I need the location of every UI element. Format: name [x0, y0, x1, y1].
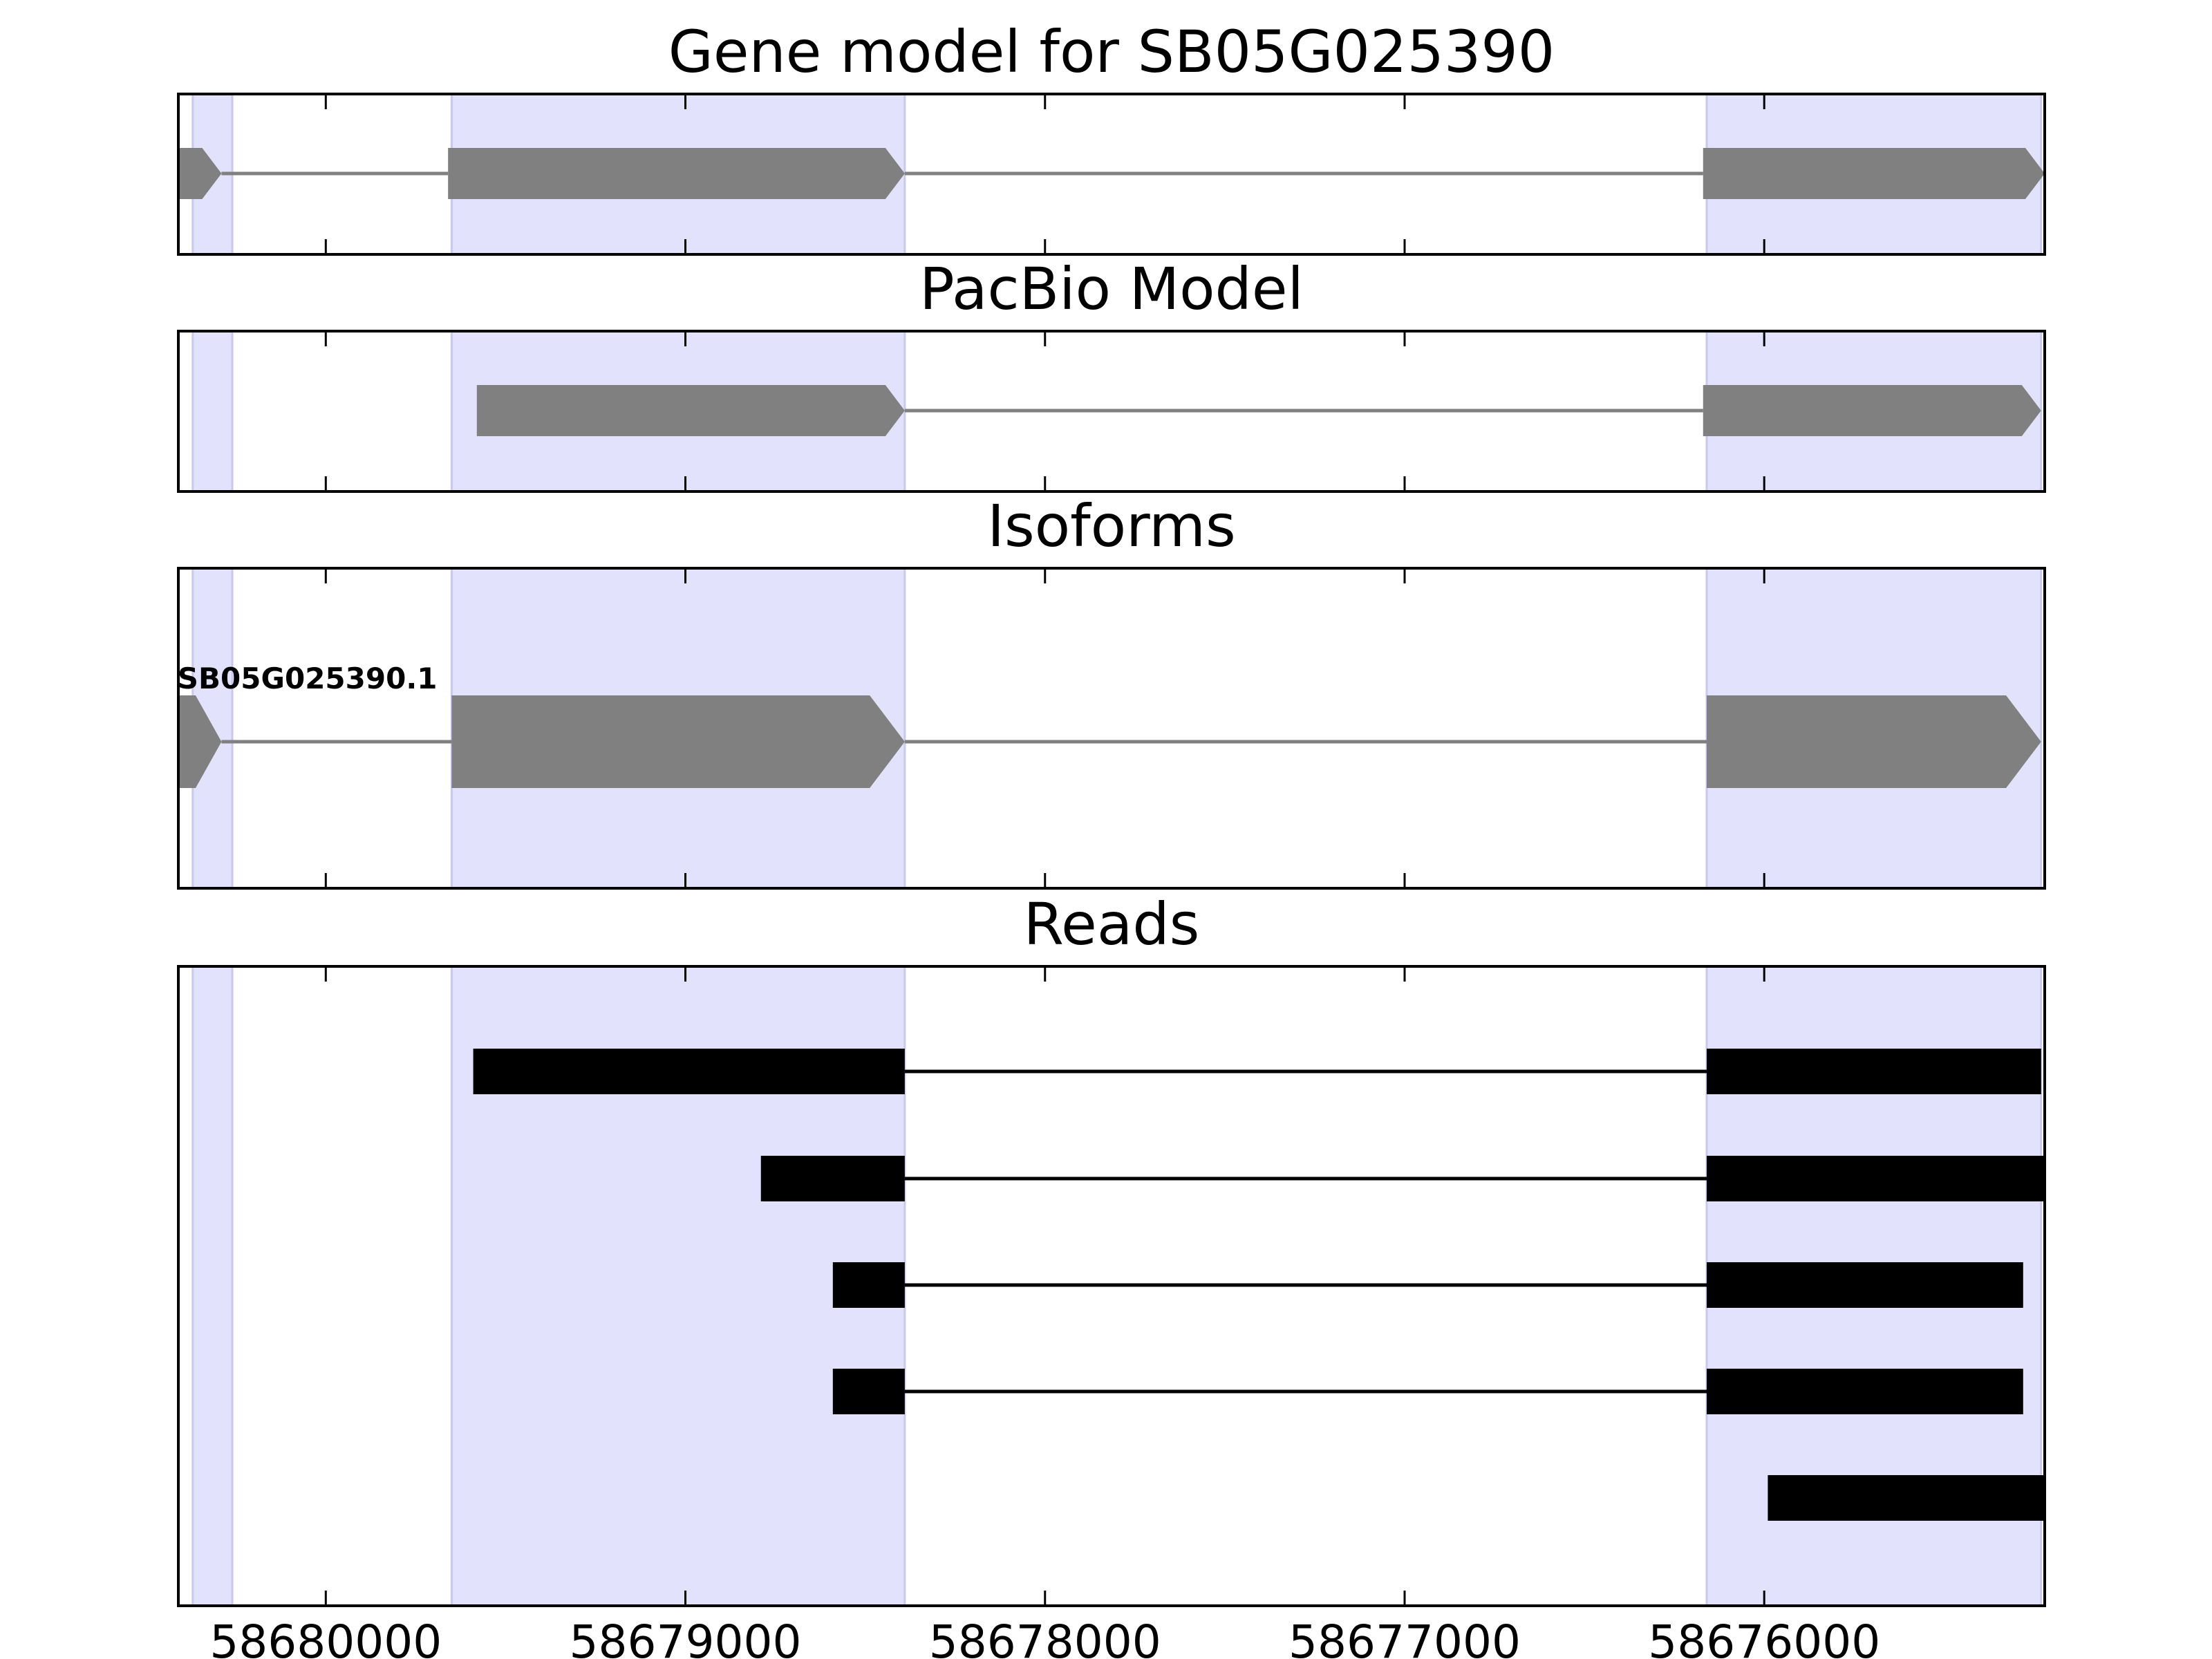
panel-frame — [177, 93, 2046, 256]
x-tick-label: 58676000 — [1648, 1615, 1880, 1659]
panel-title: Isoforms — [987, 492, 1236, 560]
isoform-label: SB05G025390.1 — [178, 662, 438, 695]
read-block — [760, 1156, 905, 1201]
panel-title: Gene model for SB05G025390 — [668, 18, 1555, 86]
read-block — [832, 1262, 905, 1308]
x-tick-label: 58677000 — [1288, 1615, 1521, 1659]
x-tick-label: 58679000 — [570, 1615, 802, 1659]
read-block — [1706, 1369, 2023, 1414]
panel-frame — [177, 965, 2046, 1607]
x-tick-label: 58680000 — [209, 1615, 442, 1659]
highlight-region — [191, 965, 234, 1607]
read-block — [832, 1369, 905, 1414]
exon-block — [448, 148, 905, 199]
exon-block — [1703, 385, 2041, 436]
exon-block — [1703, 148, 2045, 199]
exon-block — [476, 385, 905, 436]
pacbio-model-panel: PacBio Model — [177, 255, 2046, 493]
reads-panel: Reads 58680000 58679000 58678000 58677000 586… — [177, 890, 2046, 1659]
read-block — [1706, 1262, 2023, 1308]
exon-block — [451, 695, 905, 788]
read-block — [1706, 1049, 2041, 1094]
x-tick-label: 58678000 — [929, 1615, 1161, 1659]
panel-frame — [177, 567, 2046, 890]
read-block — [1768, 1475, 2045, 1521]
panel-title: Reads — [1024, 890, 1200, 958]
read-block — [473, 1049, 905, 1094]
panel-title: PacBio Model — [919, 255, 1304, 323]
read-block — [1706, 1156, 2045, 1201]
exon-block — [178, 695, 222, 788]
exon-block — [1706, 695, 2041, 788]
gene-model-panel: Gene model for SB05G025390 — [177, 18, 2046, 256]
exon-block — [178, 148, 222, 199]
isoforms-panel: Isoforms SB05G025390.1 — [177, 492, 2046, 890]
panel-frame — [177, 330, 2046, 493]
highlight-region — [191, 330, 234, 493]
